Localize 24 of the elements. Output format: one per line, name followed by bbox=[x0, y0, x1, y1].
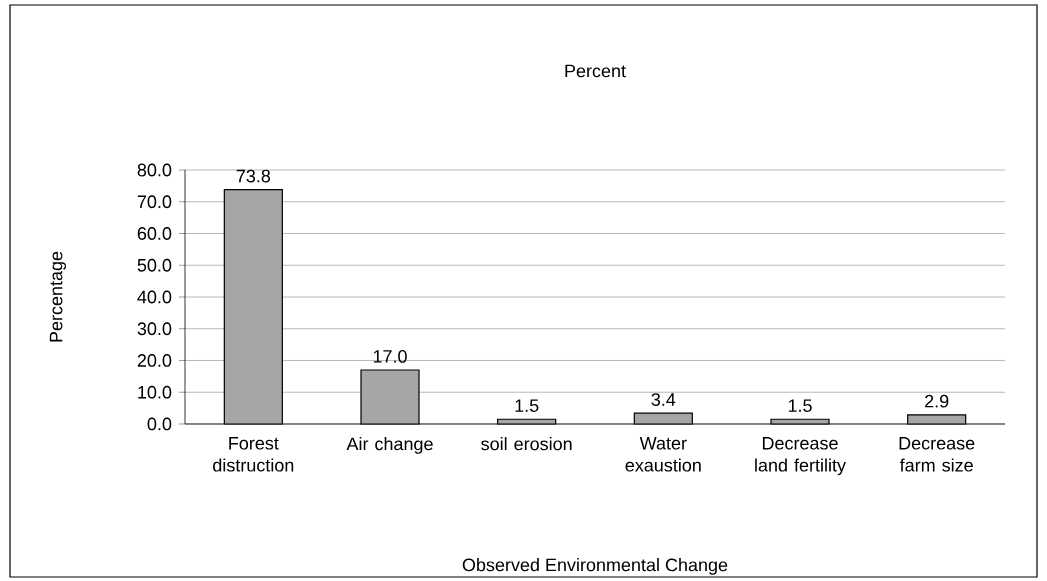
y-tick-label: 10.0 bbox=[138, 385, 172, 399]
x-tick-label: Water exaustion bbox=[625, 437, 701, 472]
y-tick-label: 80.0 bbox=[137, 163, 172, 177]
y-axis-title: Percentage bbox=[49, 251, 66, 342]
data-label: 1.5 bbox=[515, 399, 539, 412]
y-tick-label: 20.0 bbox=[137, 354, 172, 367]
data-label: 17.0 bbox=[373, 349, 407, 363]
y-tick-label: 60.0 bbox=[137, 227, 172, 240]
y-tick-label: 0.0 bbox=[147, 417, 172, 431]
data-label: 3.4 bbox=[651, 393, 676, 406]
x-tick-label: Forest distruction bbox=[213, 437, 294, 472]
data-label: 1.5 bbox=[788, 399, 812, 412]
x-axis-title: Observed Environmental Change bbox=[462, 558, 728, 575]
x-tick-label: Decrease land fertility bbox=[755, 437, 846, 476]
x-tick-label: Decrease farm size bbox=[899, 437, 975, 472]
chart-title: Percent bbox=[565, 64, 626, 78]
data-label: 73.8 bbox=[236, 169, 271, 183]
y-tick-label: 30.0 bbox=[137, 322, 172, 336]
data-label: 2.9 bbox=[925, 394, 949, 408]
x-tick-label: soil erosion bbox=[481, 437, 572, 451]
x-tick-label: Air change bbox=[346, 437, 433, 454]
y-tick-label: 50.0 bbox=[137, 258, 172, 272]
y-tick-label: 40.0 bbox=[137, 290, 172, 304]
y-tick-label: 70.0 bbox=[137, 195, 172, 209]
